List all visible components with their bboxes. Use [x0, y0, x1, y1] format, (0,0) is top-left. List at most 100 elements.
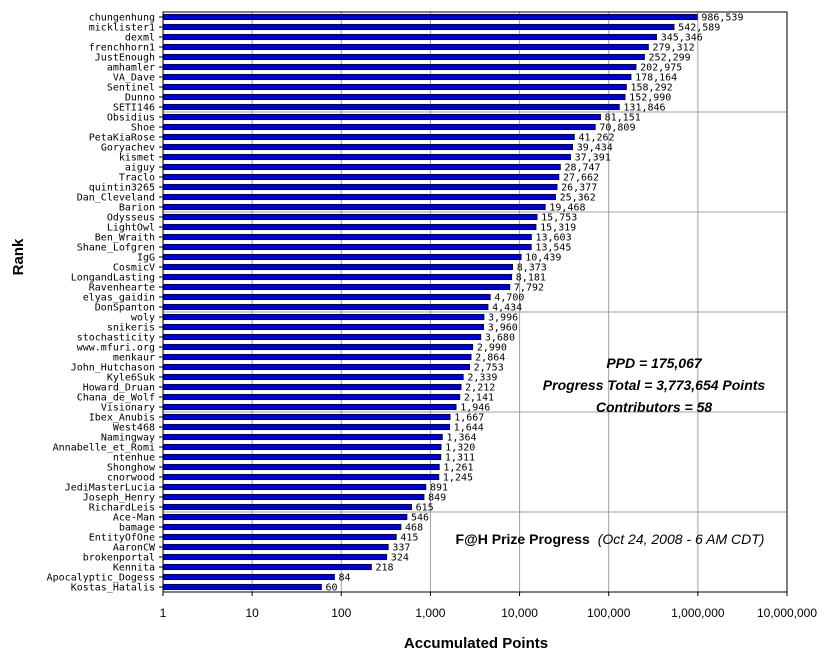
value-label: 986,539	[701, 13, 743, 24]
category-label: Ace-Man	[113, 513, 155, 524]
value-label: 1,311	[445, 453, 475, 464]
bar	[162, 173, 560, 181]
bar	[162, 493, 425, 501]
value-label: 152,990	[629, 93, 671, 104]
value-label: 158,292	[630, 83, 672, 94]
bar	[162, 533, 397, 541]
bar	[162, 213, 538, 221]
value-label: 468	[405, 523, 423, 534]
category-label: Chana_de_Wolf	[77, 393, 155, 404]
value-label: 70,809	[599, 123, 635, 134]
bar	[162, 523, 402, 531]
category-label: Shoe	[131, 123, 155, 134]
value-label: 25,362	[560, 193, 596, 204]
category-label: Obsidius	[107, 113, 155, 124]
category-label: CosmicV	[113, 263, 155, 274]
bar	[162, 23, 675, 31]
value-label: 13,603	[535, 233, 571, 244]
bar	[162, 343, 474, 351]
value-label: 252,299	[649, 53, 691, 64]
value-label: 337	[392, 543, 410, 554]
bar	[162, 263, 513, 271]
value-label: 2,339	[467, 373, 497, 384]
value-label: 28,747	[564, 163, 600, 174]
category-label: Shane_Lofgren	[77, 243, 155, 254]
bar	[162, 463, 440, 471]
bar	[162, 273, 513, 281]
bar	[162, 163, 561, 171]
category-label: elyas_gaidin	[83, 293, 155, 304]
bar	[162, 413, 451, 421]
bar	[162, 113, 601, 121]
x-tick-label: 1	[160, 606, 167, 620]
value-label: 1,644	[454, 423, 484, 434]
value-label: 60	[326, 583, 338, 594]
bar	[162, 563, 372, 571]
bar	[162, 183, 558, 191]
value-label: 1,261	[443, 463, 473, 474]
bar	[162, 483, 427, 491]
y-axis-label: Rank	[10, 238, 27, 275]
category-label: Odysseus	[107, 213, 155, 224]
bar	[162, 313, 485, 321]
bar	[162, 383, 462, 391]
category-label: LongandLasting	[71, 273, 155, 284]
bar	[162, 553, 388, 561]
value-label: 1,667	[454, 413, 484, 424]
bar	[162, 83, 627, 91]
value-label: 2,753	[474, 363, 504, 374]
bar	[162, 143, 573, 151]
category-label: Dan_Cleveland	[77, 193, 155, 204]
value-label: 1,364	[446, 433, 476, 444]
category-label: Goryachev	[101, 143, 155, 154]
bar	[162, 43, 649, 51]
bar	[162, 283, 511, 291]
bar	[162, 303, 489, 311]
chart-title-date: (Oct 24, 2008 - 6 AM CDT)	[598, 531, 765, 547]
x-tick-label: 1,000	[415, 606, 445, 620]
category-label: www.mfuri.org	[77, 343, 155, 354]
bar	[162, 473, 440, 481]
category-label: Namingway	[101, 433, 155, 444]
value-label: 4,434	[492, 303, 522, 314]
value-label: 131,846	[623, 103, 665, 114]
category-label: John_Hutchason	[71, 363, 155, 374]
bar	[162, 453, 442, 461]
value-label: 2,212	[465, 383, 495, 394]
bar	[162, 253, 522, 261]
value-label: 19,468	[549, 203, 585, 214]
value-label: 891	[430, 483, 448, 494]
x-tick-labels: 1 10 100 1,000 10,000 100,000 1,000,000 10,000,…	[160, 606, 818, 620]
value-label: 39,434	[577, 143, 613, 154]
x-tick-label: 100	[331, 606, 351, 620]
category-label: LightOwl	[107, 223, 155, 234]
category-label: Kyle6Suk	[107, 373, 155, 384]
bar	[162, 393, 461, 401]
value-label: 8,181	[516, 273, 546, 284]
bar	[162, 403, 457, 411]
category-label: Kostas_Hatalis	[71, 583, 155, 594]
value-label: 10,439	[525, 253, 561, 264]
bar	[162, 53, 645, 61]
value-label: 37,391	[575, 153, 611, 164]
category-label: Ben_Wraith	[95, 233, 155, 244]
ppd-annotation: PPD = 175,067	[606, 355, 703, 371]
category-label: ntenhue	[113, 453, 155, 464]
value-label: 27,662	[563, 173, 599, 184]
value-label: 542,589	[678, 23, 720, 34]
bar	[162, 13, 698, 21]
category-label: Shonghow	[107, 463, 156, 474]
category-label: IgG	[137, 253, 155, 264]
x-tick-label: 10,000	[501, 606, 538, 620]
category-label: brokenportal	[83, 553, 155, 564]
value-label: 7,792	[514, 283, 544, 294]
category-label: Sentinel	[107, 83, 155, 94]
bar	[162, 223, 537, 231]
bar	[162, 543, 389, 551]
bar	[162, 333, 482, 341]
category-label: RichardLeis	[89, 503, 155, 514]
x-tick-label: 10	[245, 606, 259, 620]
category-label: bamage	[119, 523, 155, 534]
bar	[162, 123, 596, 131]
value-label: 8,373	[517, 263, 547, 274]
